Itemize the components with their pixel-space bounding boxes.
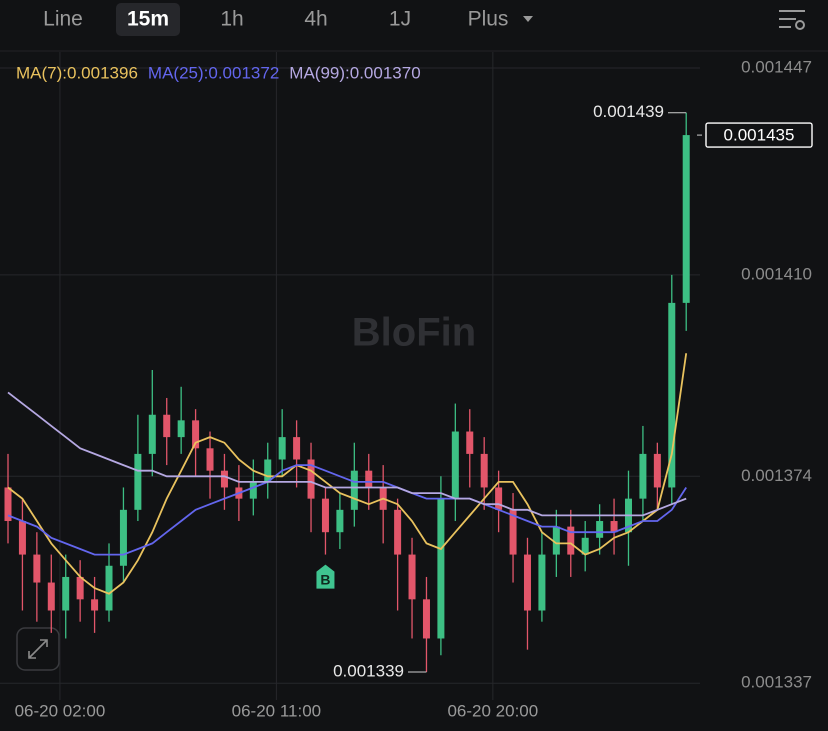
legend-name: MA(7): bbox=[16, 63, 67, 82]
candle-body bbox=[321, 498, 329, 533]
tab[interactable]: 4h bbox=[304, 8, 327, 31]
candle-body bbox=[610, 521, 618, 533]
candle-body bbox=[581, 537, 589, 555]
legend-value: 0.001372 bbox=[208, 63, 279, 82]
candle-body bbox=[249, 481, 257, 499]
dropdown-caret bbox=[523, 16, 533, 22]
candle-body bbox=[552, 526, 560, 555]
y-tick-label: 0.001410 bbox=[741, 264, 812, 283]
buy-marker bbox=[316, 564, 335, 589]
x-tick-label: 06-20 11:00 bbox=[232, 701, 321, 720]
candle-body bbox=[365, 470, 373, 488]
candle-body bbox=[293, 437, 301, 460]
candle-body bbox=[437, 498, 445, 639]
candle-body bbox=[639, 453, 647, 499]
candle-body bbox=[307, 459, 315, 499]
legend-value: 0.001396 bbox=[67, 63, 138, 82]
candle-body bbox=[220, 470, 228, 488]
candle-body bbox=[466, 431, 474, 454]
ma-line bbox=[7, 391, 687, 517]
candle-body bbox=[76, 576, 84, 600]
candle-body bbox=[62, 576, 70, 611]
candle-body bbox=[596, 521, 604, 538]
candle-body bbox=[451, 431, 459, 499]
candle-body bbox=[91, 599, 99, 611]
candle-body bbox=[177, 420, 185, 438]
candle-body bbox=[682, 135, 690, 303]
candle-body bbox=[163, 414, 171, 438]
tab[interactable]: 1h bbox=[220, 8, 243, 31]
candle-body bbox=[148, 414, 156, 454]
candle-body bbox=[394, 509, 402, 555]
candle-body bbox=[668, 302, 676, 488]
candle-body bbox=[192, 420, 200, 449]
legend-name: MA(99): bbox=[289, 63, 349, 82]
candle-body bbox=[33, 554, 41, 583]
candle-body bbox=[206, 448, 214, 471]
active-tab-bg bbox=[116, 3, 180, 36]
candle-body bbox=[408, 554, 416, 600]
candle-body bbox=[538, 554, 546, 611]
tab[interactable]: 1J bbox=[389, 8, 411, 31]
candle-body bbox=[264, 459, 272, 482]
last-price-box bbox=[705, 122, 813, 148]
expand-button[interactable] bbox=[16, 627, 60, 671]
ma-line bbox=[7, 464, 687, 556]
y-tick-label: 0.001447 bbox=[741, 57, 812, 76]
ma-line bbox=[7, 353, 688, 595]
candle-body bbox=[509, 509, 517, 555]
y-tick-label: 0.001374 bbox=[741, 466, 812, 485]
candle-body bbox=[4, 487, 12, 522]
candle-body bbox=[18, 521, 26, 555]
watermark: BloFin bbox=[352, 311, 476, 355]
candle-body bbox=[495, 487, 503, 510]
settings-icon[interactable] bbox=[779, 10, 805, 30]
buy-marker-label: B bbox=[320, 571, 330, 587]
min-label: 0.001339 bbox=[333, 662, 404, 681]
tab[interactable]: Plus bbox=[468, 8, 509, 31]
y-tick-label: 0.001337 bbox=[741, 673, 812, 692]
tab[interactable]: Line bbox=[43, 8, 83, 31]
candle-body bbox=[105, 565, 113, 611]
max-label: 0.001439 bbox=[593, 102, 664, 121]
candle-body bbox=[350, 470, 358, 510]
legend-name: MA(25): bbox=[148, 63, 208, 82]
last-price-label: 0.001435 bbox=[724, 126, 795, 145]
candle-body bbox=[480, 453, 488, 488]
candle-body bbox=[134, 453, 142, 510]
legend-value: 0.001370 bbox=[350, 63, 421, 82]
x-tick-label: 06-20 20:00 bbox=[447, 701, 538, 720]
candle-body bbox=[336, 509, 344, 533]
x-tick-label: 06-20 02:00 bbox=[15, 701, 106, 720]
candle-body bbox=[567, 526, 575, 555]
candle-body bbox=[422, 599, 430, 639]
tab[interactable]: 15m bbox=[127, 8, 169, 31]
candle-body bbox=[47, 582, 55, 611]
candle-body bbox=[278, 437, 286, 460]
candle-body bbox=[119, 509, 127, 566]
candle-body bbox=[523, 554, 531, 611]
candle-body bbox=[653, 453, 661, 488]
